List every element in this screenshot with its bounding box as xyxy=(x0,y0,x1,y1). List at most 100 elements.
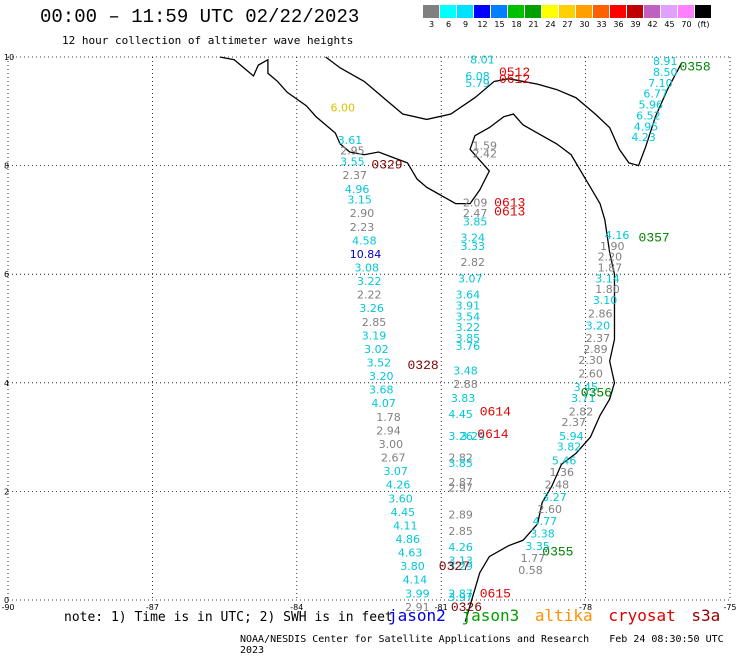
color-swatch xyxy=(576,5,593,18)
color-scale-label: 39 xyxy=(630,20,641,29)
chart-title: 00:00 – 11:59 UTC 02/22/2023 xyxy=(40,6,360,28)
pass-time-label: 0613 xyxy=(494,205,525,220)
wave-height-label: 5.79 xyxy=(465,77,490,90)
wave-height-label: 2.37 xyxy=(562,416,587,429)
wave-height-label: 6.52 xyxy=(636,109,661,122)
caribbean-coastline xyxy=(325,56,683,167)
axis-tick-labels: -90 -87 -84 -81 -78 -75 0 2 4 6 8 10 xyxy=(1,53,736,612)
y-tick-label: 10 xyxy=(4,53,14,62)
wave-height-label: 3.26 xyxy=(359,302,384,315)
wave-height-label: 3.60 xyxy=(388,492,413,505)
wave-height-label: 1.90 xyxy=(600,240,625,253)
wave-height-label: 1.36 xyxy=(550,466,575,479)
pass-time-label: 0612 xyxy=(499,72,530,87)
wave-height-label: 3.85 xyxy=(463,215,488,228)
color-scale-label: 27 xyxy=(562,20,573,29)
wave-height-label: 2.85 xyxy=(362,316,387,329)
wave-height-label: 2.89 xyxy=(583,343,608,356)
pass-time-label: 0614 xyxy=(480,404,511,419)
wave-height-label: 3.19 xyxy=(362,329,387,342)
color-scale-label: 21 xyxy=(528,20,539,29)
color-scale-label: 9 xyxy=(462,20,469,29)
wave-height-label: 3.64 xyxy=(456,289,481,302)
color-scale-label: 30 xyxy=(579,20,590,29)
color-swatch xyxy=(491,5,508,18)
wave-height-label: 10.84 xyxy=(350,248,382,261)
wave-height-label: 6.08 xyxy=(465,70,490,83)
pass-time-label: 0356 xyxy=(581,385,612,400)
x-tick-label: -90 xyxy=(1,603,14,612)
wave-height-label: 4.95 xyxy=(634,120,659,133)
wave-height-label: 2.95 xyxy=(340,145,365,158)
wave-height-label: 2.94 xyxy=(376,424,401,437)
pass-time-label: 0615 xyxy=(480,586,511,601)
color-scale-legend: 3 6 9 12 15 18 21 24 27 30 33 36 39 42 45 70 (ft) xyxy=(423,5,729,29)
pass-time-label: 0512 xyxy=(499,65,530,80)
color-scale-label: 6 xyxy=(445,20,452,29)
coastline xyxy=(219,56,683,622)
color-scale-label: 70 xyxy=(681,20,692,29)
pass-time-label: 0355 xyxy=(542,544,573,559)
legend-s3a: s3a xyxy=(691,606,721,625)
wave-height-label: 3.26 xyxy=(448,430,473,443)
wave-height-label: 4.07 xyxy=(371,397,396,410)
wave-height-label: 3.55 xyxy=(340,156,365,169)
wave-height-label: 4.45 xyxy=(448,408,473,421)
wave-height-label: 3.07 xyxy=(458,272,483,285)
y-tick-label: 8 xyxy=(4,162,9,171)
wave-height-label: 4.11 xyxy=(393,519,418,532)
pass-time-label: 0329 xyxy=(371,157,402,172)
wave-height-label: 1.80 xyxy=(595,283,620,296)
wave-height-label: 1.77 xyxy=(521,552,546,565)
wave-height-label: 3.20 xyxy=(586,320,611,333)
wave-height-label: 5.94 xyxy=(559,430,584,443)
note-text: note: 1) Time is in UTC; 2) SWH is in fe… xyxy=(64,610,393,625)
color-swatch xyxy=(440,5,457,18)
wave-height-label: 4.58 xyxy=(352,234,377,247)
wave-height-label: 2.91 xyxy=(405,601,430,614)
wave-height-label: 2.60 xyxy=(578,367,603,380)
color-scale-label: 3 xyxy=(428,20,435,29)
wave-height-label: 3.15 xyxy=(347,194,372,207)
color-scale-label: 12 xyxy=(477,20,488,29)
wave-height-label: 4.45 xyxy=(391,506,416,519)
wave-height-label: 4.86 xyxy=(395,533,420,546)
color-scale-label: 33 xyxy=(596,20,607,29)
wave-height-label: 2.97 xyxy=(448,481,473,494)
wave-height-label: 3.82 xyxy=(557,441,582,454)
color-swatch xyxy=(457,5,474,18)
footer: NOAA/NESDIS Center for Satellite Applica… xyxy=(240,634,740,656)
color-swatch xyxy=(542,5,559,18)
wave-height-label: 5.96 xyxy=(639,99,664,112)
pacific-coastline xyxy=(219,56,616,622)
wave-height-label: 2.22 xyxy=(357,289,382,302)
chart-subtitle: 12 hour collection of altimeter wave hei… xyxy=(62,34,354,47)
wave-height-label: 2.47 xyxy=(463,207,488,220)
color-scale-label: 36 xyxy=(613,20,624,29)
color-swatch xyxy=(695,5,712,18)
color-swatch xyxy=(593,5,610,18)
wave-height-label: 2.23 xyxy=(350,221,375,234)
wave-height-label: 2.82 xyxy=(460,256,485,269)
wave-height-label: 3.52 xyxy=(367,357,392,370)
wave-height-label: 4.77 xyxy=(533,515,558,528)
x-tick-label: -84 xyxy=(290,603,303,612)
wave-height-label: 3.24 xyxy=(460,232,485,245)
color-swatch xyxy=(678,5,695,18)
color-swatch xyxy=(525,5,542,18)
wave-height-label: 7.10 xyxy=(648,77,673,90)
wave-height-label: 3.71 xyxy=(571,392,596,405)
wave-height-label: 3.00 xyxy=(379,438,404,451)
color-swatch xyxy=(627,5,644,18)
color-scale-label: (ft) xyxy=(697,20,710,29)
wave-height-label: 1.59 xyxy=(472,139,497,152)
wave-height-label: 3.10 xyxy=(593,294,618,307)
color-swatch xyxy=(644,5,661,18)
wave-height-labels: 8.01 6.085.79 8.918.507.106.775.966.524.95… xyxy=(330,54,677,614)
y-tick-label: 6 xyxy=(4,270,9,279)
wave-height-label: 2.30 xyxy=(578,354,603,367)
wave-height-label: 3.22 xyxy=(357,275,382,288)
color-swatch xyxy=(559,5,576,18)
wave-height-label: 4.16 xyxy=(605,229,630,242)
footer-credit: NOAA/NESDIS Center for Satellite Applica… xyxy=(240,634,590,645)
